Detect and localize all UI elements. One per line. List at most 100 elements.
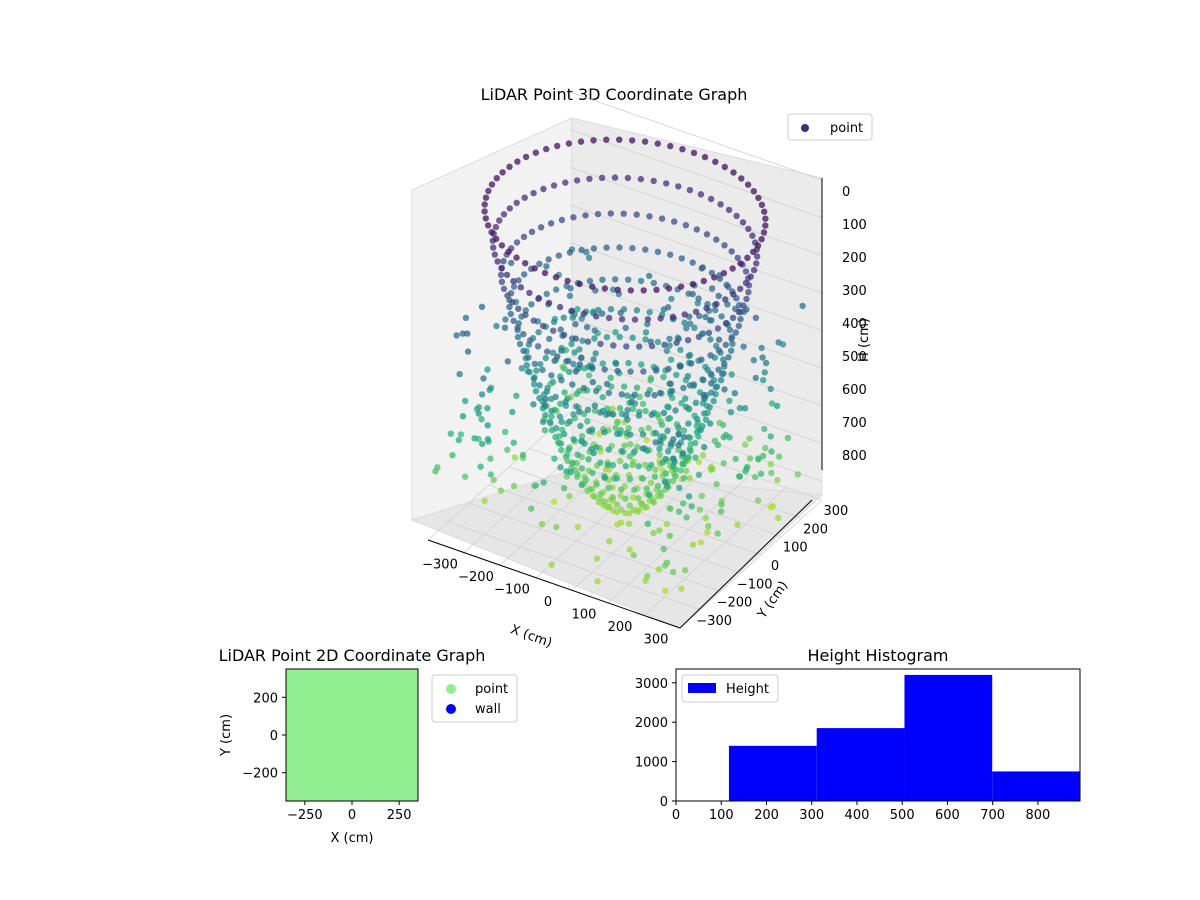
chart3d-title: LiDAR Point 3D Coordinate Graph (481, 85, 748, 104)
chart3d-point (642, 329, 650, 336)
chart3d-z-tick: 800 (842, 449, 867, 464)
chart3d-point (606, 538, 613, 545)
chart3d-point (622, 412, 630, 419)
chart3d-point (629, 245, 636, 252)
chart2d-x-tick: −250 (287, 808, 323, 823)
chart3d-point (543, 290, 550, 298)
chart3d-point (733, 212, 740, 220)
chart3d-point (537, 360, 544, 368)
chart3d-point (655, 566, 663, 573)
chart3d-point (672, 473, 679, 480)
chart3d-point (698, 356, 705, 363)
chart3d-point (485, 187, 492, 195)
chart3d-point (605, 446, 612, 453)
chart3d-point (699, 451, 707, 459)
chart3d-point (767, 460, 774, 468)
chart3d-point (689, 541, 697, 548)
chart3d-point (492, 223, 500, 231)
chart3d-point (478, 391, 486, 398)
chart3d-point (652, 429, 659, 437)
chart3d-point (728, 347, 735, 354)
chart3d-point (522, 153, 530, 161)
chart3d-point (668, 387, 676, 395)
chart3d-point (686, 474, 693, 482)
chart3d-point (548, 407, 555, 415)
chart3d-point (459, 330, 466, 337)
chart3d-point (455, 436, 462, 444)
chart3d-gridline (569, 204, 823, 294)
chart3d-point (736, 473, 743, 480)
chart3d-point (561, 430, 568, 438)
histo-bar (904, 674, 993, 801)
chart3d-x-tick: 300 (644, 633, 669, 648)
chart3d-point (738, 175, 745, 182)
chart3d-point (717, 201, 724, 208)
chart3d-point (734, 521, 741, 529)
chart3d-point (515, 277, 522, 284)
chart3d-z-tick: 700 (842, 416, 867, 431)
chart3d-point (672, 407, 679, 414)
chart3d-point (557, 464, 564, 471)
chart3d-point (579, 337, 586, 344)
chart3d-point (578, 354, 585, 361)
chart3d-point (757, 470, 765, 477)
chart2d-legend-wall-label: wall (475, 702, 501, 717)
chart3d-point (708, 285, 716, 292)
chart3d-point (627, 431, 634, 438)
chart3d-point (578, 246, 585, 254)
chart3d-point (654, 338, 662, 346)
chart3d-point (667, 505, 674, 512)
histo-x-tick: 200 (754, 808, 779, 823)
chart3d-point (725, 206, 733, 214)
chart3d-gridline (571, 461, 715, 591)
chart3d-point (693, 226, 700, 233)
chart3d-legend: point (787, 113, 873, 141)
chart3d-point (554, 142, 561, 150)
chart3d-point (660, 373, 667, 381)
chart3d-point (721, 360, 728, 367)
chart3d-point (586, 175, 593, 182)
chart3d-point (640, 287, 647, 294)
chart3d-point (752, 374, 759, 382)
chart3d-point (702, 416, 710, 423)
histo-plot-frame (675, 668, 1081, 802)
chart3d-point (631, 316, 639, 323)
chart3d-point (562, 398, 569, 406)
chart3d-point (543, 263, 550, 270)
chart3d-point (541, 269, 549, 277)
chart3d-axes (427, 178, 823, 629)
chart3d-point (540, 479, 547, 486)
chart3d-point (605, 314, 613, 322)
chart3d-y-tick: −200 (717, 596, 753, 611)
chart3d-point (603, 334, 611, 341)
chart3d-point (629, 494, 637, 501)
chart3d-point (693, 415, 701, 423)
chart3d-point (712, 306, 719, 314)
chart3d-point (704, 366, 711, 374)
chart3d-point (633, 211, 640, 218)
chart3d-point (481, 201, 488, 208)
chart3d-point (571, 349, 578, 356)
chart3d-point (699, 400, 707, 407)
chart3d-point (532, 482, 539, 489)
chart3d-point (648, 342, 656, 350)
chart2d-x-tick: 250 (387, 808, 412, 823)
chart2d-ylabel: Y (cm) (219, 714, 234, 757)
chart3d-point (710, 397, 717, 405)
chart3d-point (528, 301, 535, 308)
chart3d-point (480, 375, 487, 382)
chart3d-point (681, 474, 688, 482)
chart3d-point (691, 324, 698, 331)
chart3d-point (591, 407, 599, 414)
chart3d-gridline (569, 129, 823, 219)
chart3d-point (664, 403, 671, 410)
chart3d-point (637, 175, 645, 183)
chart3d-point (542, 412, 549, 419)
chart3d-point (599, 310, 606, 317)
chart3d-point (593, 387, 600, 395)
chart3d-point (688, 360, 695, 367)
chart3d-point (750, 357, 757, 364)
chart3d-point (671, 218, 678, 225)
chart3d-point (729, 265, 736, 272)
chart3d-point (522, 260, 529, 267)
